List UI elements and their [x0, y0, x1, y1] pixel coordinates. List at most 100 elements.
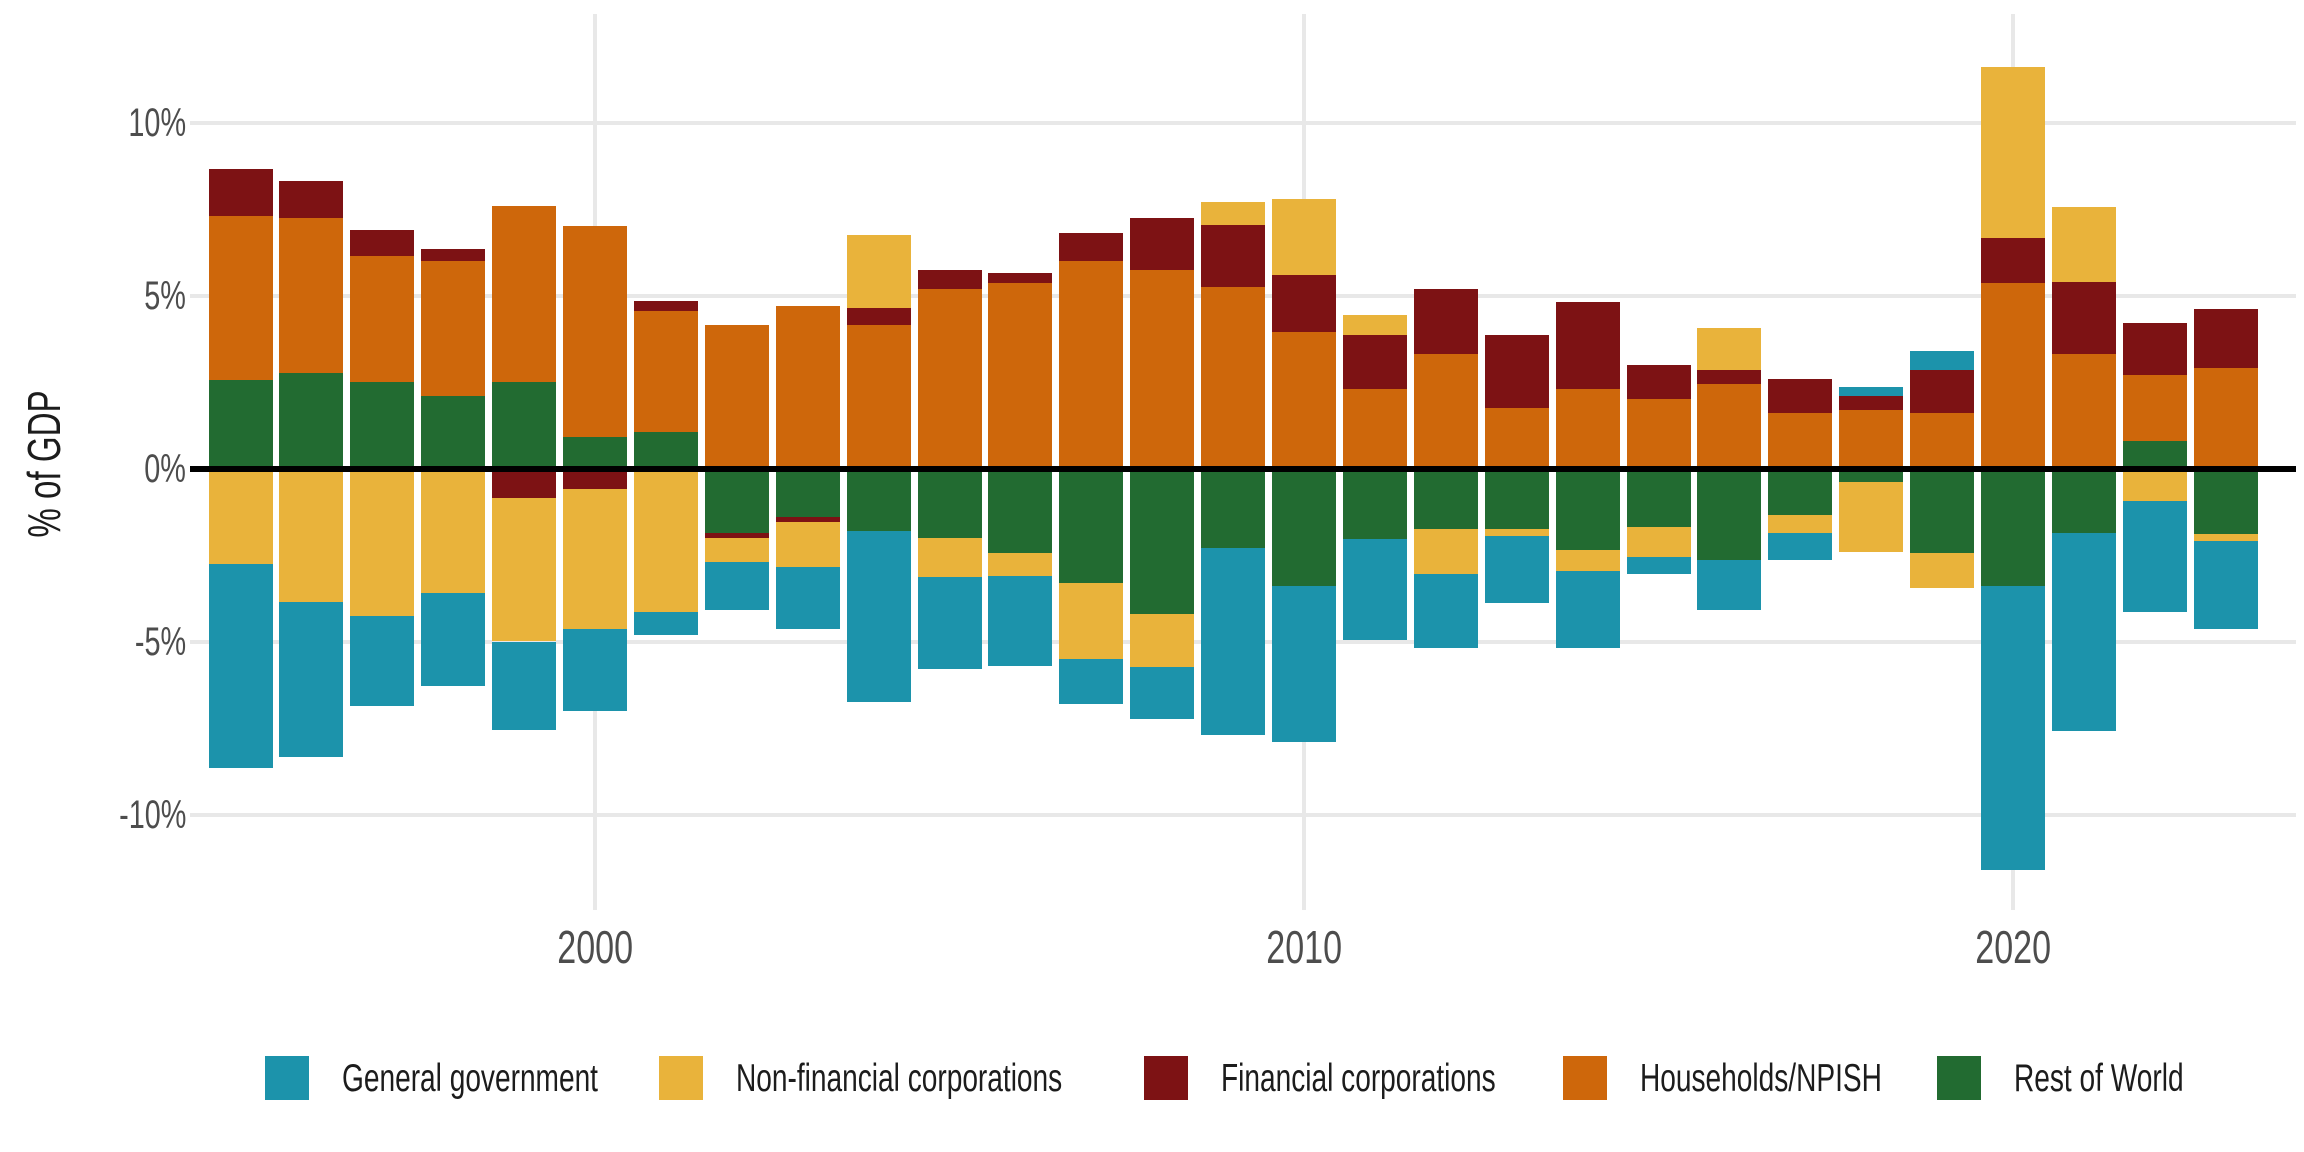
- bar-1996-nfc: [279, 468, 344, 602]
- bar-2000-gov: [563, 629, 627, 711]
- legend-label-hh: Households/NPISH: [1640, 1056, 1976, 1100]
- bar-1998-fc: [421, 248, 486, 261]
- bar-1995-nfc: [208, 468, 273, 564]
- bar-2003-fc: [775, 516, 840, 523]
- bar-2009-hh: [1201, 286, 1266, 469]
- bar-2010-row: [1272, 468, 1336, 587]
- x-tick-2010: 2010: [1204, 922, 1404, 972]
- legend-label-nfc: Non-financial corporations: [736, 1056, 1189, 1100]
- bar-2012-fc: [1413, 288, 1478, 355]
- bar-1998-nfc: [421, 468, 486, 594]
- bar-1998-row: [421, 395, 486, 469]
- bar-2023-gov: [2193, 541, 2258, 630]
- bar-1996-gov: [279, 601, 344, 758]
- bar-1996-hh: [279, 217, 344, 374]
- bar-2004-gov: [846, 530, 911, 703]
- bar-2007-gov: [1059, 658, 1124, 704]
- legend-label-text: Households/NPISH: [1640, 1057, 1882, 1100]
- bar-2005-nfc: [917, 537, 982, 578]
- legend-label-fc: Financial corporations: [1221, 1056, 1603, 1100]
- bar-2011-nfc: [1342, 314, 1407, 336]
- bar-2004-hh: [846, 324, 911, 469]
- bar-2016-row: [1697, 468, 1762, 561]
- bar-2013-gov: [1484, 535, 1549, 604]
- bar-2012-gov: [1413, 574, 1478, 649]
- bar-2023-row: [2193, 468, 2258, 535]
- bar-2021-nfc: [2051, 207, 2116, 282]
- bar-2016-nfc: [1697, 328, 1762, 370]
- bar-2006-fc: [988, 273, 1053, 284]
- bar-2011-hh: [1342, 388, 1407, 469]
- bar-2000-row: [563, 437, 627, 469]
- bar-1996-fc: [279, 181, 344, 218]
- bar-2015-hh: [1626, 399, 1691, 469]
- y-tick-label: -5%: [134, 619, 186, 664]
- bar-2000-nfc: [563, 489, 627, 630]
- y-tick-5%: 5%: [0, 272, 186, 320]
- y-tick-label: 10%: [128, 100, 186, 145]
- bar-2019-gov: [1910, 350, 1975, 370]
- legend-label-text: Non-financial corporations: [736, 1057, 1063, 1100]
- bar-2004-nfc: [846, 234, 911, 308]
- bar-2019-fc: [1910, 369, 1975, 414]
- bar-2000-hh: [563, 226, 627, 438]
- legend-label-text: Rest of World: [2014, 1057, 2184, 1100]
- bar-2015-fc: [1626, 364, 1691, 400]
- x-tick-label: 2000: [557, 921, 633, 973]
- bar-2002-row: [704, 468, 769, 533]
- bar-2007-row: [1059, 468, 1124, 583]
- bar-2020-nfc: [1981, 67, 2045, 239]
- x-tick-2000: 2000: [495, 922, 695, 972]
- bar-2005-fc: [917, 269, 982, 289]
- bar-2017-row: [1768, 468, 1833, 516]
- x-tick-2020: 2020: [1913, 922, 2113, 972]
- bar-1997-hh: [350, 255, 415, 382]
- bar-2013-hh: [1484, 407, 1549, 469]
- bar-2023-hh: [2193, 368, 2258, 469]
- bar-2006-gov: [988, 575, 1053, 666]
- bar-2002-gov: [704, 561, 769, 611]
- bar-2022-nfc: [2122, 468, 2187, 502]
- legend-swatch-nfc: [659, 1056, 703, 1100]
- bar-2012-row: [1413, 468, 1478, 530]
- legend-swatch-gov: [265, 1056, 309, 1100]
- bar-1997-fc: [350, 229, 415, 256]
- bar-2015-nfc: [1626, 527, 1691, 557]
- bar-2001-nfc: [633, 468, 698, 613]
- bar-2006-nfc: [988, 553, 1053, 576]
- y-tick-label: -10%: [118, 792, 186, 837]
- y-tick-10%: 10%: [0, 99, 186, 147]
- bar-2011-gov: [1342, 539, 1407, 640]
- bar-2018-nfc: [1839, 482, 1904, 552]
- bar-2015-row: [1626, 468, 1691, 528]
- x-tick-label: 2020: [1975, 921, 2051, 973]
- bar-2022-gov: [2122, 501, 2187, 613]
- y-tick-label: 0%: [144, 446, 186, 491]
- bar-1998-gov: [421, 593, 486, 687]
- bar-1995-gov: [208, 563, 273, 768]
- bar-2002-hh: [704, 324, 769, 469]
- bar-2008-fc: [1130, 217, 1195, 270]
- bar-2021-gov: [2051, 532, 2116, 732]
- bar-2022-fc: [2122, 323, 2187, 376]
- bar-2016-gov: [1697, 560, 1762, 611]
- bar-2009-row: [1201, 468, 1266, 549]
- bar-1995-row: [208, 380, 273, 469]
- bar-2022-hh: [2122, 375, 2187, 441]
- legend-swatch-row: [1937, 1056, 1981, 1100]
- legend-swatch-fc: [1144, 1056, 1188, 1100]
- bar-2019-row: [1910, 468, 1975, 554]
- bar-2010-gov: [1272, 586, 1336, 742]
- bar-2008-row: [1130, 468, 1195, 614]
- bar-2019-nfc: [1910, 553, 1975, 588]
- bar-2013-fc: [1484, 335, 1549, 408]
- bar-2013-nfc: [1484, 529, 1549, 536]
- bar-2005-row: [917, 468, 982, 538]
- bar-1999-nfc: [492, 497, 557, 642]
- bar-2021-hh: [2051, 354, 2116, 469]
- bar-2021-row: [2051, 468, 2116, 533]
- gridline-h--10%: [190, 812, 2296, 817]
- bar-2017-nfc: [1768, 515, 1833, 533]
- bar-2007-fc: [1059, 233, 1124, 261]
- bar-1999-fc: [492, 468, 557, 498]
